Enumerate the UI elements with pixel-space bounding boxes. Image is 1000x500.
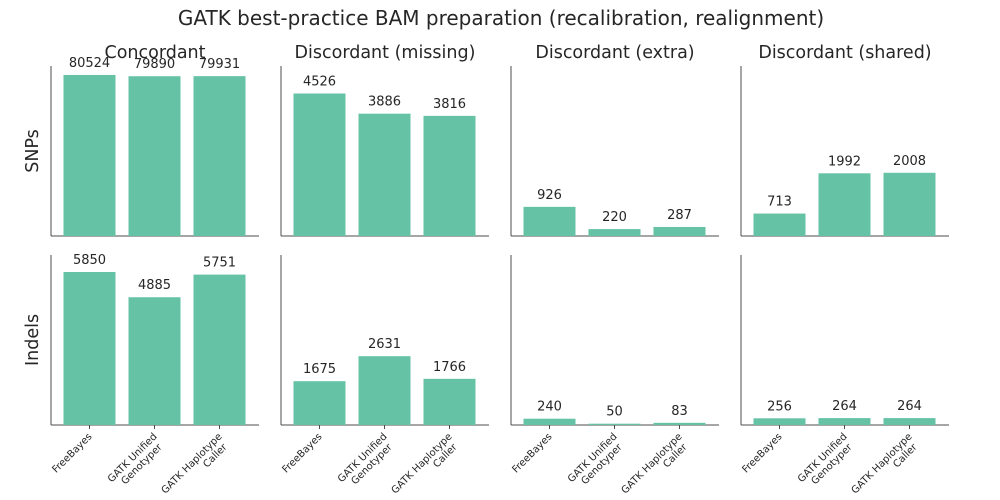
bar (818, 418, 871, 425)
bar-value-label: 5850 (73, 253, 106, 268)
bar (128, 297, 181, 425)
bar (588, 423, 641, 425)
panel-indels-discordant-extra: 240 FreeBayes 50 GATK UnifiedGenotyper 83 GAT… (510, 255, 719, 500)
panel-snps-discordant-shared: 713 1992 2008 (740, 66, 949, 237)
x-tick-label: GATK HaplotypeCaller (390, 431, 463, 500)
bar-value-label: 926 (537, 188, 562, 203)
bar (423, 378, 476, 425)
row-label-indels: Indels (23, 314, 43, 366)
column-title-concordant: Concordant (104, 43, 205, 63)
bar-value-label: 264 (832, 399, 857, 414)
bar-value-label: 240 (537, 400, 562, 415)
panel-indels-discordant-missing: 1675 FreeBayes 2631 GATK UnifiedGenotyper 17… (280, 255, 489, 500)
bar (358, 113, 411, 236)
bar-value-label: 264 (897, 399, 922, 414)
x-tick-label: GATK HaplotypeCaller (160, 431, 233, 500)
bar (753, 418, 806, 425)
panel-grid: Concordant Discordant (missing) Discordant… (23, 43, 949, 500)
bar (653, 226, 706, 236)
panel-indels-concordant: 5850 FreeBayes 4885 GATK UnifiedGenotyper 57… (50, 253, 259, 500)
column-title-discordant-extra: Discordant (extra) (535, 43, 694, 63)
bar-value-label: 3886 (368, 95, 401, 110)
column-title-discordant-shared: Discordant (shared) (758, 43, 931, 63)
bar (63, 74, 116, 237)
bar (128, 76, 181, 236)
bar-value-label: 1675 (303, 362, 336, 377)
bar (63, 272, 116, 425)
bar-value-label: 5751 (203, 256, 236, 271)
bar-value-label: 2631 (368, 337, 401, 352)
panel-snps-discordant-missing: 4526 3886 3816 (280, 66, 489, 237)
x-tick-label: FreeBayes (50, 431, 94, 475)
x-tick-label: GATK UnifiedGenotyper (336, 431, 397, 492)
x-tick-label: GATK HaplotypeCaller (620, 431, 693, 500)
column-title-discordant-missing: Discordant (missing) (295, 43, 476, 63)
bar-value-label: 256 (767, 399, 792, 414)
bar-value-label: 287 (667, 208, 692, 223)
bar (653, 422, 706, 425)
bar-value-label: 1766 (433, 360, 466, 375)
bar (588, 229, 641, 236)
x-tick-label: GATK UnifiedGenotyper (796, 431, 857, 492)
x-tick-label: GATK HaplotypeCaller (850, 431, 923, 500)
bar (523, 418, 576, 425)
bar (753, 213, 806, 236)
bar (193, 274, 246, 425)
bar-value-label: 2008 (893, 154, 926, 169)
bar-value-label: 1992 (828, 154, 861, 169)
x-tick-label: FreeBayes (740, 431, 784, 475)
bar-value-label: 79890 (134, 57, 175, 72)
x-tick-label: GATK UnifiedGenotyper (106, 431, 167, 492)
panel-snps-concordant: 80524 79890 79931 (50, 56, 259, 237)
bar (358, 356, 411, 425)
row-label-snps: SNPs (23, 129, 43, 173)
x-tick-label: GATK UnifiedGenotyper (566, 431, 627, 492)
x-tick-label: FreeBayes (280, 431, 324, 475)
bar (818, 173, 871, 236)
bar (883, 418, 936, 425)
bar (293, 381, 346, 425)
bar (883, 172, 936, 236)
x-tick-label: FreeBayes (510, 431, 554, 475)
bar-value-label: 80524 (69, 56, 110, 71)
figure-title: GATK best-practice BAM preparation (reca… (178, 6, 824, 30)
bar (293, 93, 346, 236)
bar-value-label: 713 (767, 195, 792, 210)
bar-value-label: 4526 (303, 75, 336, 90)
panel-snps-discordant-extra: 926 220 287 (510, 66, 719, 237)
bar (423, 115, 476, 236)
bar (193, 76, 246, 236)
bar-value-label: 4885 (138, 278, 171, 293)
bar-value-label: 3816 (433, 97, 466, 112)
bar (523, 206, 576, 236)
bar-value-label: 83 (671, 404, 688, 419)
bar-value-label: 50 (606, 405, 623, 420)
bar-value-label: 79931 (199, 57, 240, 72)
bar-value-label: 220 (602, 210, 627, 225)
panel-indels-discordant-shared: 256 FreeBayes 264 GATK UnifiedGenotyper 264 G… (740, 255, 949, 500)
